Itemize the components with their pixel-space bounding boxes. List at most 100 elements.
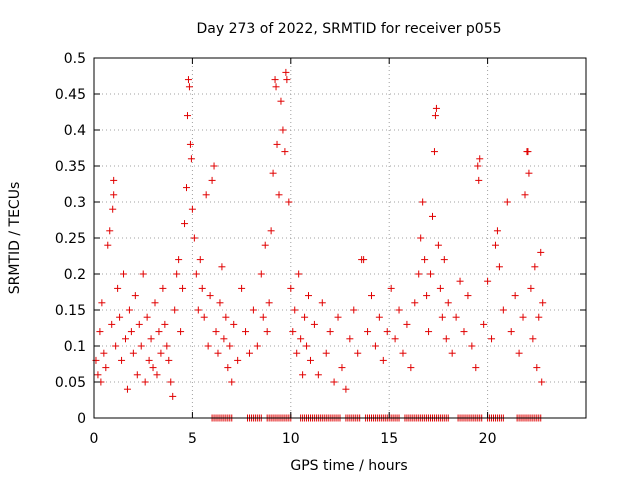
y-tick-label: 0 — [77, 411, 86, 427]
data-point — [476, 155, 484, 163]
data-point — [98, 299, 106, 307]
data-point — [464, 292, 472, 300]
data-point — [342, 385, 350, 393]
data-point — [190, 234, 198, 242]
data-point — [395, 306, 403, 314]
data-point — [480, 320, 488, 328]
data-point — [417, 234, 425, 242]
data-point — [305, 292, 313, 300]
data-point — [188, 205, 196, 213]
data-point — [267, 227, 275, 235]
data-point — [322, 349, 330, 357]
data-point — [438, 313, 446, 321]
data-point — [118, 356, 126, 364]
data-point — [415, 270, 423, 278]
data-point — [525, 169, 533, 177]
data-point — [108, 320, 116, 328]
data-point — [153, 371, 161, 379]
data-point — [383, 328, 391, 336]
data-point — [265, 299, 273, 307]
data-point — [499, 306, 507, 314]
data-point — [539, 299, 547, 307]
data-point — [511, 292, 519, 300]
data-point — [434, 241, 442, 249]
data-point — [100, 349, 108, 357]
x-axis-label: GPS time / hours — [290, 458, 407, 474]
y-tick-label: 0.25 — [55, 231, 86, 247]
data-point — [519, 313, 527, 321]
data-point — [127, 328, 135, 336]
data-point — [488, 335, 496, 343]
data-point — [161, 320, 169, 328]
data-point — [106, 227, 114, 235]
data-point — [230, 320, 238, 328]
data-point — [224, 364, 232, 372]
data-point — [149, 364, 157, 372]
data-point — [177, 328, 185, 336]
data-point — [301, 313, 309, 321]
data-point — [204, 342, 212, 350]
data-point — [214, 349, 222, 357]
data-point — [116, 313, 124, 321]
data-point — [291, 306, 299, 314]
data-point — [287, 284, 295, 292]
data-point — [185, 83, 193, 91]
data-point — [151, 299, 159, 307]
y-axis-label: SRMTID / TECUs — [7, 182, 23, 295]
data-point — [493, 227, 501, 235]
data-point — [521, 191, 529, 199]
y-tick-label: 0.35 — [55, 159, 86, 175]
data-point — [238, 284, 246, 292]
data-point — [187, 155, 195, 163]
data-point — [430, 148, 438, 156]
data-point — [442, 335, 450, 343]
data-point — [263, 328, 271, 336]
data-point — [472, 364, 480, 372]
data-point — [145, 356, 153, 364]
x-tick-label: 0 — [90, 431, 99, 447]
data-point — [155, 328, 163, 336]
data-point — [175, 256, 183, 264]
chart-title: Day 273 of 2022, SRMTID for receiver p05… — [196, 21, 501, 37]
data-point — [432, 104, 440, 112]
data-point — [222, 313, 230, 321]
data-point — [537, 248, 545, 256]
data-point — [367, 292, 375, 300]
data-point — [184, 76, 192, 84]
data-point — [338, 364, 346, 372]
data-point — [427, 270, 435, 278]
x-tick-label: 15 — [380, 431, 398, 447]
y-tick-label: 0.5 — [64, 51, 86, 67]
data-point — [293, 349, 301, 357]
data-point — [271, 76, 279, 84]
data-point — [234, 356, 242, 364]
data-point — [167, 378, 175, 386]
data-point — [94, 371, 102, 379]
data-point — [474, 162, 482, 170]
data-point — [491, 241, 499, 249]
y-tick-label: 0.45 — [55, 87, 86, 103]
data-point — [141, 378, 149, 386]
x-tick-label: 20 — [479, 431, 497, 447]
data-point — [272, 83, 280, 91]
data-point — [277, 97, 285, 105]
grid-lines — [94, 58, 586, 418]
data-point — [186, 140, 194, 148]
data-point — [242, 328, 250, 336]
data-point — [399, 349, 407, 357]
data-point — [125, 306, 133, 314]
data-point — [181, 220, 189, 228]
y-tick-label: 0.4 — [64, 123, 86, 139]
data-point — [210, 162, 218, 170]
data-point — [129, 349, 137, 357]
data-point — [484, 277, 492, 285]
data-point — [283, 76, 291, 84]
data-point — [387, 284, 395, 292]
data-point — [208, 176, 216, 184]
data-point — [182, 184, 190, 192]
data-point — [391, 335, 399, 343]
data-point — [440, 256, 448, 264]
data-point — [110, 176, 118, 184]
data-point — [425, 328, 433, 336]
data-point — [334, 313, 342, 321]
